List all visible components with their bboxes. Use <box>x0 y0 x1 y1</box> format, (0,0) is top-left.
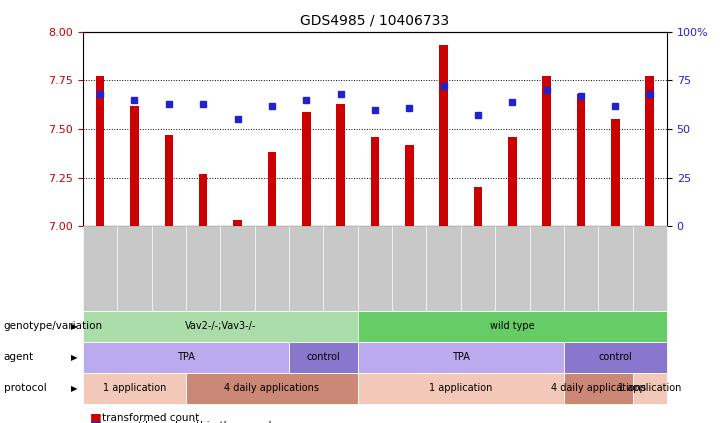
Bar <box>267 152 276 226</box>
Bar <box>577 94 585 226</box>
Text: ▶: ▶ <box>71 322 77 331</box>
Text: ▶: ▶ <box>71 353 77 362</box>
Bar <box>439 45 448 226</box>
Bar <box>405 145 414 226</box>
Text: 1 application: 1 application <box>429 383 492 393</box>
Title: GDS4985 / 10406733: GDS4985 / 10406733 <box>301 14 449 28</box>
Text: 1 application: 1 application <box>103 383 166 393</box>
Bar <box>164 135 173 226</box>
Text: agent: agent <box>4 352 34 362</box>
Text: Vav2-/-;Vav3-/-: Vav2-/-;Vav3-/- <box>185 321 256 331</box>
Bar <box>508 137 517 226</box>
Text: ■: ■ <box>90 419 102 423</box>
Text: 4 daily applications: 4 daily applications <box>224 383 319 393</box>
Text: 1 application: 1 application <box>618 383 681 393</box>
Text: TPA: TPA <box>452 352 470 362</box>
Text: protocol: protocol <box>4 383 46 393</box>
Bar <box>542 77 551 226</box>
Bar <box>96 77 105 226</box>
Text: ■: ■ <box>90 412 102 423</box>
Text: genotype/variation: genotype/variation <box>4 321 102 331</box>
Text: TPA: TPA <box>177 352 195 362</box>
Text: ▶: ▶ <box>71 384 77 393</box>
Bar <box>336 104 345 226</box>
Bar <box>611 119 619 226</box>
Text: control: control <box>598 352 632 362</box>
Bar <box>233 220 242 226</box>
Bar <box>645 77 654 226</box>
Bar <box>199 174 208 226</box>
Text: 4 daily applications: 4 daily applications <box>551 383 646 393</box>
Bar <box>131 106 138 226</box>
Text: transformed count: transformed count <box>102 413 200 423</box>
Text: control: control <box>306 352 340 362</box>
Text: percentile rank within the sample: percentile rank within the sample <box>102 420 278 423</box>
Bar <box>371 137 379 226</box>
Text: wild type: wild type <box>490 321 535 331</box>
Bar <box>474 187 482 226</box>
Bar <box>302 112 311 226</box>
